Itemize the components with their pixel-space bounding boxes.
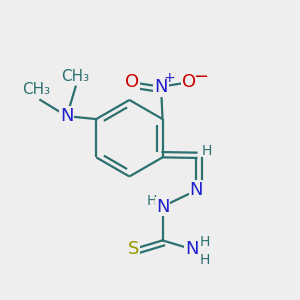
Text: −: − xyxy=(193,68,208,86)
Text: CH₃: CH₃ xyxy=(61,69,90,84)
Text: N: N xyxy=(156,197,169,215)
Text: H: H xyxy=(199,235,209,249)
Text: O: O xyxy=(124,73,139,91)
Text: N: N xyxy=(60,107,74,125)
Text: N: N xyxy=(154,78,168,96)
Text: O: O xyxy=(182,73,196,91)
Text: N: N xyxy=(190,181,203,199)
Text: S: S xyxy=(128,240,139,258)
Text: N: N xyxy=(185,240,199,258)
Text: +: + xyxy=(164,71,175,85)
Text: CH₃: CH₃ xyxy=(22,82,50,97)
Text: H: H xyxy=(199,253,209,266)
Text: H: H xyxy=(202,144,212,158)
Text: H: H xyxy=(146,194,157,208)
